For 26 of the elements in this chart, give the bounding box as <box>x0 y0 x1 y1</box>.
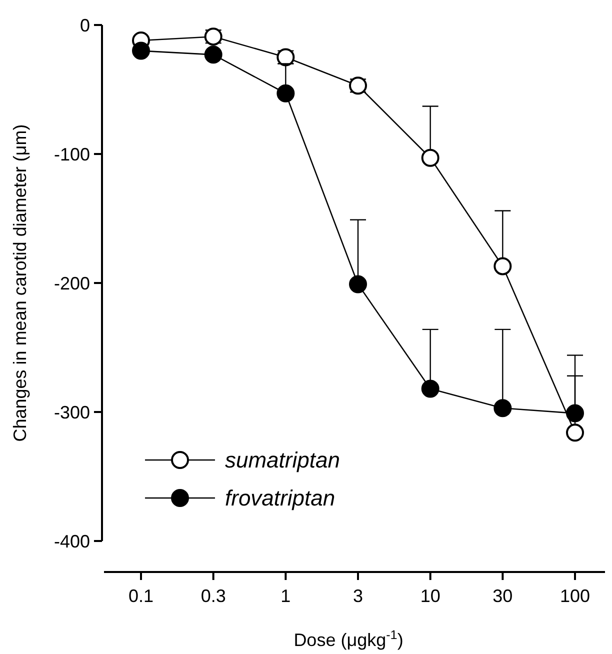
point <box>132 42 150 60</box>
point <box>421 380 440 398</box>
y-axis-title: Changes in mean carotid diameter (μm) <box>10 124 30 442</box>
x-tick-label: 0.3 <box>200 586 226 606</box>
point <box>566 424 584 442</box>
y-tick-label: 0 <box>80 15 90 36</box>
legend-label: sumatriptan <box>225 448 340 473</box>
point <box>494 399 512 418</box>
x-tick-label: 1 <box>280 586 291 606</box>
point <box>494 257 512 276</box>
point <box>349 275 367 294</box>
x-tick-label: 0.1 <box>128 586 154 606</box>
y-tick-label: -300 <box>54 402 90 422</box>
x-tick-label: 30 <box>492 586 513 606</box>
point <box>204 46 222 64</box>
x-tick-label: 3 <box>352 586 364 606</box>
point <box>421 148 440 167</box>
x-axis-title: Dose (μgkg$^{-1}$) <box>294 628 404 650</box>
y-tick-label: -100 <box>54 144 90 164</box>
x-tick-label: 100 <box>560 586 590 606</box>
point <box>566 404 584 422</box>
y-tick-label: -200 <box>54 273 90 294</box>
point <box>276 84 295 102</box>
x-tick-label: 10 <box>420 586 440 606</box>
legend-label: frovatriptan <box>225 486 336 511</box>
y-tick-label: -400 <box>54 531 90 552</box>
